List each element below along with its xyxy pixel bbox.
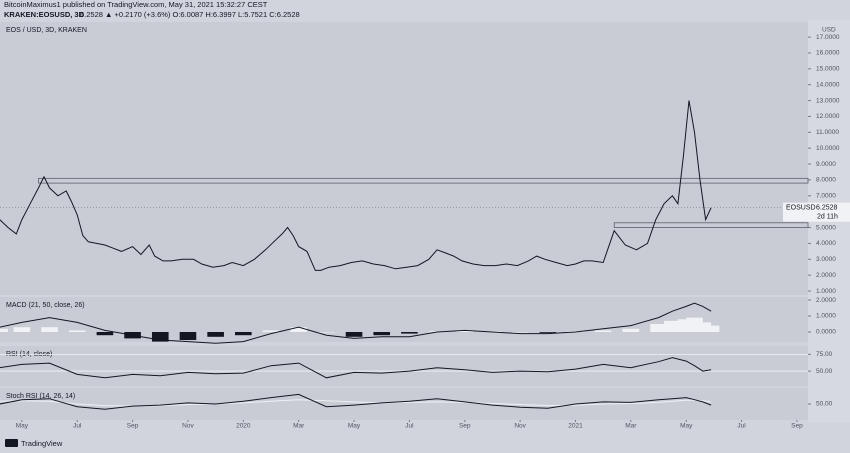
histogram-bar	[539, 332, 557, 333]
x-tick-label: Mar	[293, 423, 305, 430]
x-tick-label: Nov	[182, 423, 194, 430]
histogram-bar	[0, 328, 9, 333]
x-tick-label: May	[16, 423, 29, 430]
countdown: 2d 11h	[817, 214, 838, 221]
series-line	[0, 393, 712, 410]
series-line	[0, 357, 712, 379]
histogram-bar	[41, 327, 58, 333]
x-tick-label: May	[348, 423, 361, 430]
histogram-bar	[179, 332, 197, 341]
histogram-bar	[207, 332, 224, 337]
histogram-bar	[511, 332, 529, 333]
last-price-tag	[783, 202, 850, 222]
y-tick-label: 8.0000	[816, 177, 836, 184]
y-tick-label: 9.0000	[816, 161, 836, 168]
y-tick-label: 16.0000	[816, 50, 840, 57]
y-tick-label: 3.0000	[816, 256, 836, 263]
y-tick-label: 2.0000	[816, 297, 836, 304]
x-tick-label: May	[680, 423, 693, 430]
x-tick-label: Sep	[791, 423, 803, 430]
y-tick-label: 4.0000	[816, 240, 836, 247]
pane	[0, 346, 808, 386]
x-tick-label: Nov	[514, 423, 526, 430]
histogram-bar	[68, 330, 86, 333]
histogram-bar	[96, 332, 114, 336]
y-tick-label: 10.0000	[816, 145, 840, 152]
histogram-bar	[235, 332, 252, 336]
y-tick-label: 11.0000	[816, 129, 839, 136]
last-price-value: 6.2528	[816, 205, 838, 212]
series-line	[0, 100, 712, 271]
zone	[38, 177, 809, 184]
x-tick-label: Jul	[737, 423, 746, 430]
pane	[0, 388, 808, 420]
y-tick-label: 13.0000	[816, 97, 840, 104]
y-tick-label: 5.0000	[816, 224, 836, 231]
x-tick-label: Jul	[73, 423, 82, 430]
y-tick-label: 50.00	[816, 401, 833, 408]
pane-title: EOS / USD, 3D, KRAKEN	[6, 27, 87, 34]
x-tick-label: 2020	[236, 423, 251, 430]
histogram-bar	[262, 330, 280, 333]
histogram-bar	[650, 324, 667, 333]
histogram-bar	[345, 332, 363, 337]
x-tick-label: Sep	[127, 423, 139, 430]
zone	[613, 222, 809, 228]
last-price-name: EOSUSD	[786, 205, 816, 212]
y-tick-label: 12.0000	[816, 113, 840, 120]
histogram-bar	[622, 328, 640, 333]
y-tick-label: 2.0000	[816, 272, 836, 279]
y-tick-label: 50.00	[816, 368, 833, 375]
histogram-bar	[401, 332, 418, 334]
publisher-line: BitcoinMaximus1 published on TradingView…	[4, 0, 268, 9]
histogram-bar	[456, 330, 474, 333]
series-line	[0, 302, 712, 344]
histogram-bar	[290, 327, 307, 333]
brand: TradingView	[21, 439, 63, 448]
x-tick-label: Mar	[625, 423, 637, 430]
histogram-bar	[373, 332, 391, 336]
histogram-bar	[702, 325, 720, 333]
brand-logo: TradingView	[5, 439, 63, 448]
y-tick-label: 1.0000	[816, 313, 836, 320]
quote: 6.2528 ▲ +0.2170 (+3.6%) O:6.0087 H:6.39…	[80, 10, 300, 19]
y-tick-label: 75.00	[816, 351, 833, 358]
symbol: KRAKEN:EOSUSD, 3D	[4, 10, 85, 19]
x-tick-label: Jul	[405, 423, 414, 430]
x-tick-label: Sep	[459, 423, 471, 430]
y-tick-label: 0.0000	[816, 329, 836, 336]
histogram-bar	[594, 330, 612, 333]
histogram-bar	[318, 332, 335, 333]
histogram-bar	[151, 332, 169, 342]
y-tick-label: 1.0000	[816, 288, 836, 295]
series-line	[0, 399, 712, 407]
y-tick-label: 17.0000	[816, 34, 840, 41]
axis-unit: USD	[822, 27, 836, 34]
y-tick-label: 15.0000	[816, 66, 840, 73]
pane	[0, 22, 808, 295]
histogram-bar	[664, 320, 681, 333]
y-tick-label: 14.0000	[816, 81, 840, 88]
x-tick-label: 2021	[568, 423, 583, 430]
y-tick-label: 7.0000	[816, 193, 836, 200]
pane-title: MACD (21, 50, close, 26)	[6, 302, 85, 309]
pane-title: Stoch RSI (14, 26, 14)	[6, 393, 75, 400]
histogram-bar	[13, 327, 31, 333]
